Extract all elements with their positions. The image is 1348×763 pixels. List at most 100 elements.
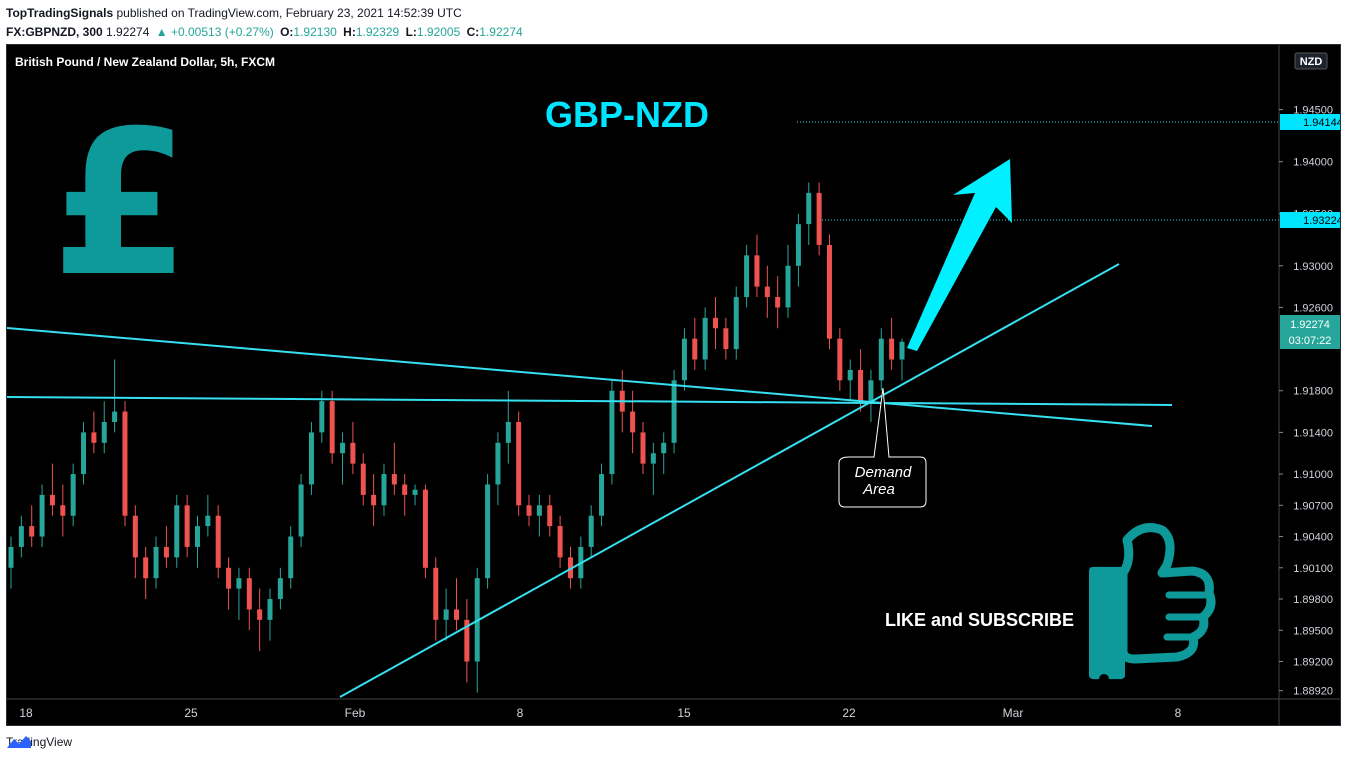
candle-body <box>381 474 387 506</box>
candle-body <box>899 341 905 360</box>
demand-callout: Demand Area <box>838 387 927 508</box>
x-tick-label: 8 <box>1175 706 1182 720</box>
candle-body <box>267 599 273 620</box>
candle-body <box>112 411 118 422</box>
like-subscribe-text: LIKE and SUBSCRIBE <box>885 610 1074 630</box>
candle-body <box>60 505 66 516</box>
candle-body <box>29 526 35 537</box>
candle-body <box>8 546 14 568</box>
candle-body <box>277 578 283 600</box>
candle-body <box>858 369 864 402</box>
candle-body <box>588 515 594 547</box>
low-label: L: <box>405 25 417 39</box>
candle-body <box>837 338 843 381</box>
candle-body <box>599 474 605 516</box>
candle-body <box>143 557 149 579</box>
candle-body <box>194 526 200 547</box>
symbol-label: FX:GBPNZD, 300 <box>6 25 103 39</box>
candle-body <box>764 286 770 298</box>
high-marker: 1.94144 <box>1303 117 1340 129</box>
candle-body <box>464 619 470 662</box>
candle-body <box>526 505 532 516</box>
candle-body <box>163 546 169 558</box>
candle-body <box>329 401 335 454</box>
chart-panel[interactable]: Demand Area £ GBP-NZD British Pound / Ne… <box>6 44 1341 726</box>
candle-body <box>826 244 832 339</box>
candle-body <box>153 546 159 579</box>
candle-body <box>454 609 459 620</box>
x-tick-label: Mar <box>1003 706 1024 720</box>
publish-line: TopTradingSignals published on TradingVi… <box>6 4 526 23</box>
candle-body <box>516 421 522 506</box>
candle-body <box>288 536 294 579</box>
x-tick-label: 8 <box>517 706 524 720</box>
candle-body <box>650 453 656 464</box>
y-tick-label: 1.91400 <box>1293 427 1333 439</box>
y-tick-label: 1.90700 <box>1293 500 1333 512</box>
candle-body <box>443 609 449 620</box>
candle-body <box>816 192 822 245</box>
candle-body <box>806 192 812 225</box>
candle-body <box>433 567 439 620</box>
y-tick-label: 1.90100 <box>1293 563 1333 575</box>
candle-body <box>174 505 180 558</box>
candle-body <box>847 369 853 381</box>
candle-body <box>18 526 24 547</box>
candle-body <box>889 338 895 360</box>
candle-body <box>81 432 87 475</box>
time-axis[interactable]: 18 25 Feb 8 15 22 Mar 8 <box>7 698 1340 720</box>
candle-body <box>702 317 708 360</box>
ohlc-line: FX:GBPNZD, 300 1.92274 ▲ +0.00513 (+0.27… <box>6 23 526 42</box>
high-label: H: <box>343 25 356 39</box>
candle-body <box>246 578 252 610</box>
currency-badge: NZD <box>1300 56 1323 68</box>
candle-body <box>236 578 242 589</box>
candle-body <box>101 421 107 443</box>
candle-body <box>536 505 542 516</box>
candle-body <box>547 505 553 527</box>
y-tick-label: 1.90400 <box>1293 532 1333 544</box>
candle-body <box>795 224 801 266</box>
candle-body <box>661 442 667 454</box>
candle-body <box>371 494 377 506</box>
x-tick-label: 18 <box>19 706 33 720</box>
candle-body <box>868 380 874 402</box>
current-price-bg <box>1280 315 1340 349</box>
candle-body <box>132 515 138 558</box>
open-label: O: <box>280 25 294 39</box>
price-change: ▲ +0.00513 (+0.27%) <box>155 25 274 39</box>
tradingview-logo-icon <box>7 736 31 748</box>
publish-header: TopTradingSignals published on TradingVi… <box>6 4 526 42</box>
candle-body <box>70 474 76 516</box>
close-label: C: <box>466 25 480 39</box>
price-chart[interactable]: Demand Area £ GBP-NZD British Pound / Ne… <box>7 45 1340 725</box>
footer-brand[interactable]: TradingView <box>6 735 72 749</box>
candle-body <box>308 432 314 485</box>
candle-body <box>49 494 55 506</box>
candle-body <box>754 255 760 287</box>
candle-body <box>609 390 615 475</box>
candle-body <box>671 380 677 443</box>
x-tick-label: Feb <box>345 706 366 720</box>
price-scale[interactable]: 1.945001.940001.935001.930001.926001.918… <box>1278 45 1340 725</box>
last-price: 1.92274 <box>106 25 150 39</box>
candle-body <box>39 494 45 537</box>
candle-body <box>402 484 408 495</box>
candle-body <box>485 484 491 579</box>
high-marker-bg <box>1280 114 1340 130</box>
candle-body <box>723 328 729 350</box>
candle-body <box>122 411 128 516</box>
candle-body <box>360 463 366 495</box>
area-text: Area <box>862 481 895 498</box>
author-name[interactable]: TopTradingSignals <box>6 6 114 20</box>
candle-body <box>412 489 418 495</box>
high-value: 1.92329 <box>355 25 400 39</box>
trendlines <box>7 121 1279 698</box>
candle-body <box>640 432 646 464</box>
thumbs-up-icon <box>1089 523 1216 684</box>
x-tick-label: 15 <box>677 706 691 720</box>
bar-countdown: 03:07:22 <box>1289 335 1332 347</box>
candle-body <box>557 526 563 558</box>
y-tick-label: 1.89200 <box>1293 657 1333 669</box>
candle-body <box>340 442 346 454</box>
